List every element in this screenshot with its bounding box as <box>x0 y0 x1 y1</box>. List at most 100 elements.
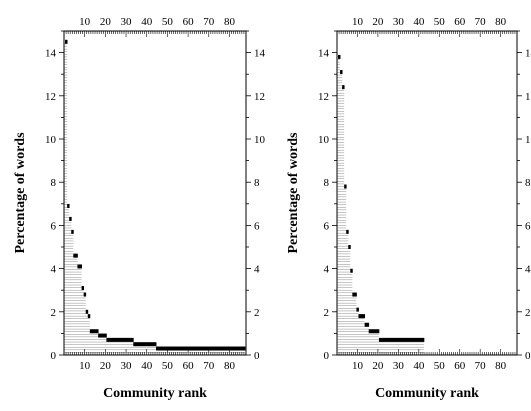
bar-top-36 <box>137 342 140 347</box>
bar-top-71 <box>209 346 213 351</box>
bar-top-7 <box>77 264 80 269</box>
y-tick-label-right: 8 <box>254 177 260 189</box>
chart-panel-left: 10 10 20 20 30 30 40 40 50 50 60 60 70 70 80 80 0 0 2 2 4 4 6 6… <box>13 16 266 401</box>
bar-top-53 <box>172 346 176 351</box>
bar-top-16 <box>368 329 372 334</box>
bar-top-18 <box>100 333 103 338</box>
bar-top-22 <box>380 337 384 342</box>
bar-top-64 <box>195 346 198 351</box>
bar-top-13 <box>362 314 366 319</box>
bar-top-37 <box>411 337 415 342</box>
y-tick-label-left: 12 <box>318 91 329 103</box>
y-axis-title: Percentage of words <box>286 132 301 254</box>
x-tick-label-top: 30 <box>121 16 133 28</box>
bar-top-39 <box>415 337 419 342</box>
bar-top-6 <box>75 253 78 258</box>
bar-top-39 <box>143 342 147 347</box>
bar-top-31 <box>127 337 130 342</box>
bar-top-18 <box>372 329 376 334</box>
bar-top-61 <box>189 346 192 351</box>
x-tick-label-top: 20 <box>100 16 112 28</box>
bar-top-38 <box>413 337 417 342</box>
bar-top-21 <box>106 337 109 342</box>
x-tick-label-bottom: 30 <box>121 360 133 372</box>
bar-top-13 <box>89 329 93 334</box>
bar-top-82 <box>232 346 236 351</box>
bar-top-40 <box>145 342 149 347</box>
bar-top-47 <box>160 346 163 351</box>
y-tick-label-left: 8 <box>51 177 57 189</box>
x-tick-label-bottom: 80 <box>224 360 236 372</box>
x-tick-label-bottom: 40 <box>413 360 425 372</box>
y-tick-label-left: 6 <box>51 220 57 232</box>
y-tick-label-right: 0 <box>525 350 531 362</box>
bar-top-16 <box>96 329 99 334</box>
bar-top-22 <box>108 337 111 342</box>
bar-top-23 <box>383 337 386 342</box>
bar-top-1 <box>65 39 68 44</box>
y-tick-label-left: 10 <box>45 134 57 146</box>
bar-top-14 <box>364 322 368 327</box>
x-tick-label-bottom: 40 <box>141 360 153 372</box>
y-tick-label-left: 4 <box>324 264 330 276</box>
bar-top-27 <box>391 337 394 342</box>
x-tick-label-top: 30 <box>393 16 405 28</box>
bar-top-42 <box>149 342 153 347</box>
x-tick-label-top: 70 <box>203 16 215 28</box>
y-axis-title: Percentage of words <box>13 132 28 254</box>
y-tick-label-right: 12 <box>525 91 531 103</box>
y-tick-label-right: 10 <box>254 134 266 146</box>
bar-top-4 <box>344 184 347 189</box>
bar-top-55 <box>176 346 180 351</box>
x-tick-label-bottom: 20 <box>372 360 384 372</box>
bar-top-63 <box>193 346 196 351</box>
bar-top-83 <box>234 346 238 351</box>
y-tick-label-left: 14 <box>318 48 330 60</box>
x-tick-label-top: 70 <box>475 16 487 28</box>
x-tick-label-bottom: 20 <box>100 360 112 372</box>
bar-top-44 <box>153 342 157 347</box>
bar-top-34 <box>405 337 408 342</box>
bar-top-25 <box>114 337 118 342</box>
y-tick-label-left: 4 <box>51 264 57 276</box>
bar-top-73 <box>213 346 217 351</box>
x-tick-label-bottom: 70 <box>203 360 215 372</box>
bar-top-5 <box>346 229 349 234</box>
bar-top-25 <box>387 337 390 342</box>
bar-top-19 <box>374 329 378 334</box>
bar-top-29 <box>122 337 126 342</box>
bar-top-2 <box>67 203 70 208</box>
bar-top-24 <box>112 337 116 342</box>
bar-top-8 <box>352 292 355 297</box>
bar-top-3 <box>69 216 72 221</box>
y-tick-label-right: 14 <box>525 48 531 60</box>
bar-top-37 <box>139 342 142 347</box>
bar-top-33 <box>403 337 406 342</box>
bar-top-62 <box>191 346 194 351</box>
bar-top-20 <box>104 333 107 338</box>
bar-top-5 <box>73 253 76 258</box>
bar-top-87 <box>242 346 246 351</box>
bar-top-15 <box>366 322 370 327</box>
chart-panel-right: 10 10 20 20 30 30 40 40 50 50 60 60 70 70 80 80 0 0 2 2 4 4 6 6… <box>286 16 531 401</box>
bar-top-12 <box>87 314 91 319</box>
bar-top-54 <box>174 346 178 351</box>
bar-hatching <box>337 56 424 353</box>
x-tick-label-bottom: 70 <box>475 360 487 372</box>
bar-top-79 <box>226 346 229 351</box>
plot-frame <box>63 30 247 356</box>
x-tick-label-bottom: 10 <box>352 360 364 372</box>
bar-top-58 <box>182 346 186 351</box>
bar-top-60 <box>187 346 190 351</box>
bar-top-49 <box>164 346 167 351</box>
bar-top-75 <box>218 346 221 351</box>
bar-top-34 <box>133 342 136 347</box>
x-tick-label-top: 50 <box>434 16 446 28</box>
bar-top-43 <box>151 342 155 347</box>
bar-top-11 <box>358 314 361 319</box>
bar-top-67 <box>201 346 205 351</box>
bar-top-3 <box>342 85 345 90</box>
bar-top-69 <box>205 346 209 351</box>
bar-top-56 <box>178 346 182 351</box>
